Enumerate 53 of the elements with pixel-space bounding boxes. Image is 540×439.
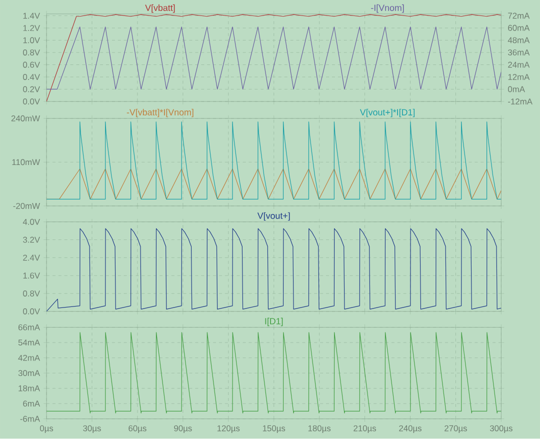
- y-tick-label: -20mW: [13, 203, 40, 210]
- y2-tick-label: 48mA: [508, 37, 530, 44]
- x-tick-label: 0µs: [40, 425, 54, 434]
- y2-tick-label: 24mA: [508, 62, 530, 68]
- y-tick-label: 4.0V: [22, 218, 40, 225]
- x-tick-label: 240µs: [399, 425, 422, 434]
- text: -V[vbatt]*I[Vnom]: [126, 108, 194, 118]
- y2-tick-label: 12mA: [508, 74, 530, 80]
- y-tick-label: 3.2V: [23, 236, 40, 243]
- y-tick-label: 66mA: [18, 324, 40, 330]
- line-series: [46, 228, 502, 312]
- y2-tick-label: 72mA: [508, 12, 530, 19]
- y-tick-label: 0.8V: [23, 50, 40, 56]
- y-tick-label: 0.8V: [23, 290, 40, 297]
- line-series: [46, 14, 502, 102]
- y-tick-label: 1.2V: [23, 25, 40, 32]
- x-tick-label: 210µs: [354, 425, 376, 434]
- y2-tick-label: 60mA: [508, 25, 530, 32]
- x-tick-label: 90µs: [174, 425, 192, 434]
- y2-tick-label: -12mA: [508, 98, 532, 105]
- y-tick-label: 42mA: [18, 355, 40, 361]
- y-tick-label: 0.0V: [23, 308, 40, 314]
- y-tick-label: 2.4V: [23, 254, 40, 261]
- y-tick-label: 1.6V: [23, 272, 40, 279]
- x-tick-label: 30µs: [83, 425, 101, 434]
- y-tick-label: 0.2V: [23, 86, 40, 92]
- y-tick-label: 6mA: [23, 400, 40, 407]
- y-tick-label: -6mA: [20, 416, 40, 422]
- x-tick-label: 60µs: [128, 425, 146, 434]
- y-tick-label: 0.0V: [23, 98, 40, 105]
- series-label: I[D1]: [265, 318, 283, 326]
- x-tick-label: 180µs: [308, 425, 331, 434]
- line-series: [46, 332, 502, 414]
- x-tick-label: 150µs: [262, 425, 286, 434]
- y-tick-label: 1.4V: [23, 12, 40, 19]
- y-tick-label: 54mA: [18, 340, 40, 346]
- y2-tick-label: 36mA: [508, 50, 530, 56]
- y-tick-label: 0.4V: [23, 74, 40, 80]
- line-series: [46, 122, 502, 200]
- y-tick-label: 110mW: [12, 159, 40, 166]
- series-label: V[vout+]: [257, 212, 290, 221]
- y-tick-label: 18mA: [18, 385, 40, 392]
- series-label: V[vbatt]: [145, 4, 175, 13]
- y-tick-label: 1.0V: [23, 37, 40, 44]
- x-tick-label: 300µs: [490, 425, 512, 434]
- y-tick-label: 240mW: [11, 116, 40, 122]
- y2-tick-label: 0mA: [508, 86, 525, 92]
- series-label: V[vout+]*I[D1]: [360, 108, 415, 118]
- y-tick-label: 0.6V: [23, 62, 40, 68]
- y-tick-label: 30mA: [18, 370, 40, 376]
- x-tick-label: 270µs: [444, 425, 467, 434]
- x-tick-label: 120µs: [217, 425, 240, 434]
- series-label: -I[Vnom]: [371, 4, 404, 13]
